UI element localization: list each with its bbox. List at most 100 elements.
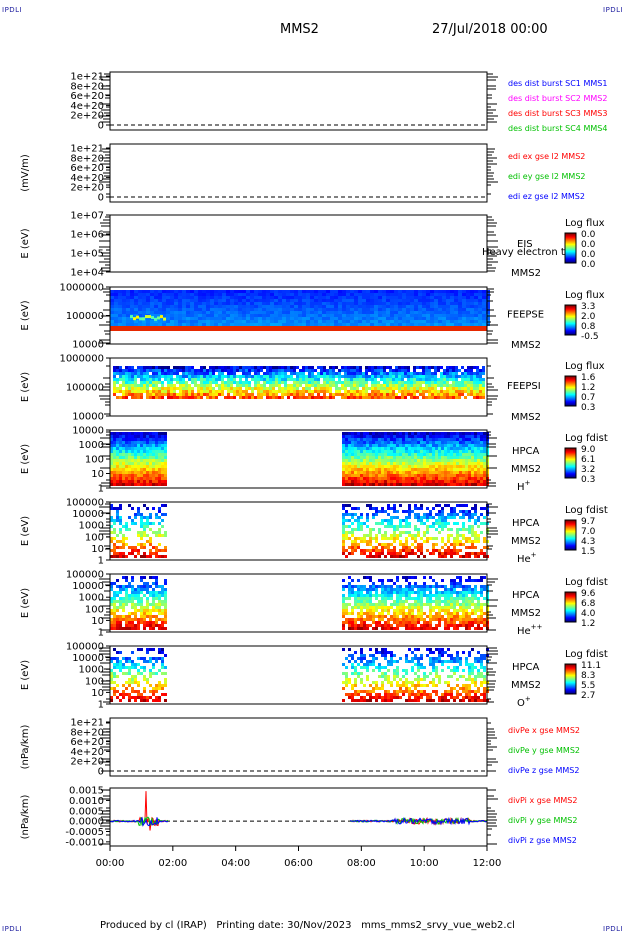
- species-label: He++: [517, 623, 543, 637]
- colorbar-tick-label: 0.7: [581, 393, 595, 403]
- y-axis-label: E (eV): [20, 372, 31, 402]
- y-tick-label: 1000000: [59, 283, 104, 294]
- y-axis-label: (nPa/km): [20, 795, 31, 840]
- y-tick-label: 10000: [72, 653, 104, 664]
- y-tick-label: -0.0005: [65, 827, 104, 838]
- footer-producer: Produced by cl (IRAP): [100, 920, 207, 931]
- footer-script-name: mms_mms2_srvy_vue_web2.cl: [361, 920, 515, 931]
- y-axis-label: E (eV): [20, 660, 31, 690]
- species-label: Heavy electron to: [482, 247, 571, 258]
- species-label: H+: [517, 479, 531, 493]
- y-tick-label: 0.0015: [69, 786, 104, 797]
- colorbar-tick-label: 7.0: [581, 527, 596, 537]
- y-tick-label: 2e+20: [70, 183, 104, 194]
- footer: Produced by cl (IRAP) Printing date: 30/…: [100, 920, 515, 931]
- colorbar: [564, 663, 577, 695]
- legend-entry: divPe x gse MMS2: [508, 726, 580, 735]
- colorbar-tick-label: 2.7: [581, 691, 595, 701]
- corner-label-top-left: IPDLI: [2, 6, 23, 14]
- colorbar-tick-label: 1.2: [581, 383, 595, 393]
- y-tick-label: 10000: [72, 412, 104, 423]
- spacecraft-title: MMS2: [280, 22, 319, 37]
- spacecraft-label: MMS2: [511, 340, 541, 351]
- y-tick-label: 1000: [79, 521, 104, 532]
- spacecraft-label: MMS2: [511, 608, 541, 619]
- colorbar-tick-label: 2.0: [581, 312, 596, 322]
- y-tick-label: 10: [91, 469, 104, 480]
- colorbar: [564, 591, 577, 623]
- colorbar-tick-label: 0.0: [581, 240, 596, 250]
- instrument-label: HPCA: [512, 446, 540, 457]
- colorbar-tick-label: 9.7: [581, 517, 595, 527]
- y-tick-label: 100000: [66, 642, 104, 653]
- legend-entry: divPi y gse MMS2: [508, 816, 577, 825]
- colorbar-tick-label: 9.6: [581, 589, 596, 599]
- legend-entry: des dist burst SC4 MMS4: [508, 124, 607, 133]
- y-axis-label: E (eV): [20, 444, 31, 474]
- spectrogram-hpca_he: [110, 504, 489, 558]
- time-tick-label: 06:00: [284, 858, 313, 869]
- y-tick-label: 1e+21: [70, 718, 104, 729]
- colorbar-tick-label: 3.3: [581, 302, 595, 312]
- colorbar: [564, 519, 577, 551]
- colorbar-title: Log fdist: [565, 577, 608, 588]
- colorbar-tick-label: 0.0: [581, 260, 596, 270]
- y-tick-label: 100000: [66, 311, 104, 322]
- panel-frame: [109, 573, 488, 633]
- colorbar: [564, 232, 577, 264]
- y-tick-label: 10000: [72, 509, 104, 520]
- y-tick-label: 100000: [66, 570, 104, 581]
- y-tick-label: 10000: [72, 340, 104, 351]
- y-tick-label: 1000000: [59, 354, 104, 365]
- panel-frame: [109, 71, 488, 131]
- corner-label-bottom-right: IPDLI: [603, 925, 624, 933]
- y-tick-label: 100000: [66, 498, 104, 509]
- y-tick-label: 1000: [79, 593, 104, 604]
- y-tick-label: 100: [85, 604, 104, 615]
- y-axis-label: E (eV): [20, 588, 31, 618]
- colorbar-title: Log fdist: [565, 505, 608, 516]
- y-tick-label: 2e+20: [70, 757, 104, 768]
- y-tick-label: 6e+20: [70, 163, 104, 174]
- instrument-label: FEEPSE: [507, 310, 544, 321]
- y-tick-label: 10: [91, 616, 104, 627]
- panel-frame: [109, 787, 488, 847]
- colorbar-tick-label: 1.6: [581, 373, 596, 383]
- y-tick-label: 100: [85, 532, 104, 543]
- instrument-label: HPCA: [512, 518, 540, 529]
- y-tick-label: 10000: [72, 426, 104, 437]
- y-tick-label: 10000: [72, 581, 104, 592]
- instrument-label: FEEPSI: [507, 381, 541, 392]
- colorbar-tick-label: 0.0: [581, 230, 596, 240]
- colorbar-tick-label: 6.8: [581, 599, 596, 609]
- legend-entry: edi ez gse l2 MMS2: [508, 192, 585, 201]
- y-axis-label: E (eV): [20, 300, 31, 330]
- time-axis: 00:00 02:00 04:00 06:00 08:00 10:00 12:00: [96, 846, 501, 869]
- time-tick-label: 04:00: [221, 858, 250, 869]
- panel-hpca_h: 10000 1000 100 10 1 E (eV) HPCA MMS2 H+ Log fdist…: [20, 426, 608, 495]
- species-label: O+: [517, 695, 531, 709]
- y-tick-label: 4e+20: [70, 101, 104, 112]
- time-tick-label: 08:00: [347, 858, 376, 869]
- y-tick-label: 2e+20: [70, 111, 104, 122]
- y-axis-label: E (eV): [20, 516, 31, 546]
- legend-entry: des dist burst SC3 MMS3: [508, 109, 607, 118]
- panel-frame: [109, 717, 488, 777]
- panel-frame: [109, 143, 488, 203]
- y-tick-label: 1: [98, 700, 104, 711]
- colorbar-tick-label: 4.3: [581, 537, 595, 547]
- panel-feepsi: 1000000 100000 10000 E (eV) FEEPSI MMS2 Log fl…: [20, 354, 605, 424]
- y-tick-label: 1e+21: [70, 144, 104, 155]
- colorbar-title: Log fdist: [565, 433, 608, 444]
- legend-entry: des dist burst SC2 MMS2: [508, 94, 607, 103]
- y-tick-label: 1: [98, 628, 104, 639]
- colorbar-tick-label: -0.5: [581, 332, 599, 342]
- spacecraft-label: MMS2: [511, 536, 541, 547]
- species-label: He+: [517, 551, 537, 565]
- legend-entry: edi ey gse l2 MMS2: [508, 172, 586, 181]
